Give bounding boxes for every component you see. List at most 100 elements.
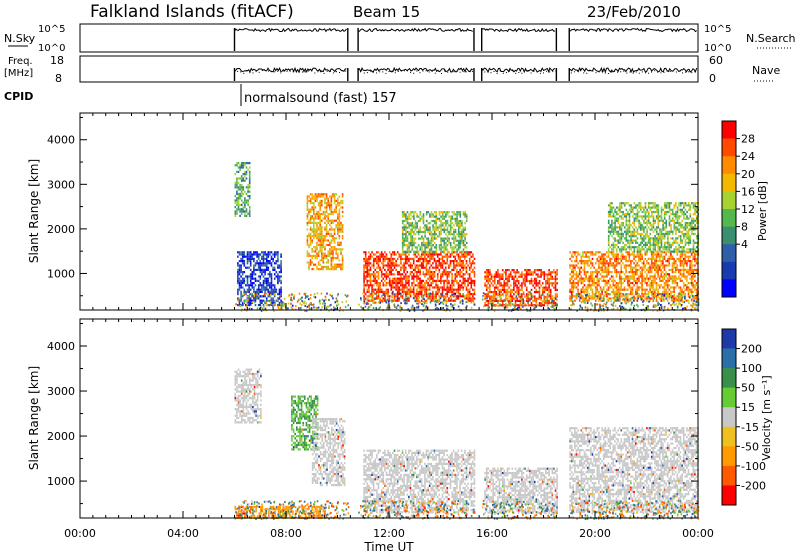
echo-cell	[574, 295, 576, 298]
echo-cell	[641, 284, 643, 287]
echo-cell	[267, 262, 270, 265]
nave-dot	[302, 71, 303, 73]
echo-cell	[387, 273, 389, 276]
echo-cell	[241, 273, 244, 276]
echo-cell	[601, 271, 603, 274]
echo-cell	[251, 255, 254, 258]
echo-cell	[511, 277, 514, 280]
echo-cell	[610, 279, 613, 282]
echo-cell	[247, 199, 249, 202]
echo-cell	[588, 299, 591, 302]
echo-cell	[400, 275, 402, 278]
echo-cell	[401, 288, 404, 291]
echo-cell	[240, 257, 242, 260]
echo-cell	[655, 208, 658, 211]
echo-cell	[495, 291, 498, 294]
echo-cell	[660, 235, 663, 238]
echo-cell	[377, 273, 380, 276]
echo-cell	[406, 255, 409, 258]
echo-cell	[663, 202, 666, 205]
echo-cell	[254, 293, 257, 296]
echo-cell	[630, 224, 632, 227]
echo-cell	[630, 237, 632, 240]
echo-cell	[392, 277, 394, 280]
echo-cell	[245, 166, 248, 169]
nave-dot	[336, 71, 337, 73]
echo-cell	[631, 241, 634, 244]
echo-cell	[340, 230, 342, 233]
echo-cell	[392, 286, 394, 289]
echo-cell	[234, 199, 237, 202]
echo-cell	[272, 253, 274, 256]
echo-cell	[657, 288, 659, 291]
echo-cell	[240, 177, 243, 180]
echo-cell	[668, 297, 671, 300]
echo-cell	[420, 293, 423, 296]
echo-cell	[652, 230, 655, 233]
echo-cell	[313, 208, 315, 211]
echo-cell	[663, 204, 666, 207]
echo-cell	[435, 226, 438, 229]
echo-cell	[635, 206, 637, 209]
echo-cell	[459, 239, 462, 242]
nave-dot	[484, 71, 486, 73]
echo-cell	[337, 204, 339, 207]
echo-cell	[594, 288, 597, 291]
echo-cell	[618, 293, 621, 296]
echo-cell	[422, 244, 425, 247]
echo-cell	[237, 279, 239, 282]
echo-cell	[441, 279, 444, 282]
echo-cell	[462, 239, 465, 242]
echo-cell	[275, 288, 278, 291]
echo-cell	[430, 293, 433, 296]
echo-cell	[651, 206, 653, 209]
echo-cell	[253, 253, 255, 256]
echo-cell	[248, 255, 250, 258]
echo-cell	[264, 286, 266, 289]
echo-cell	[408, 297, 410, 300]
echo-cell	[325, 261, 328, 264]
echo-cell	[400, 262, 402, 265]
echo-cell	[363, 290, 365, 293]
echo-cell	[665, 273, 667, 276]
echo-cell	[238, 264, 241, 267]
echo-cell	[261, 273, 263, 276]
echo-cell	[614, 246, 616, 249]
echo-cell	[604, 290, 607, 293]
echo-cell	[243, 282, 246, 285]
echo-cell	[492, 291, 494, 294]
echo-cell	[321, 195, 323, 198]
echo-cell	[387, 257, 389, 260]
echo-cell	[628, 208, 631, 211]
echo-cell	[505, 284, 507, 287]
echo-cell	[626, 264, 629, 267]
echo-cell	[432, 277, 434, 280]
echo-cell	[583, 284, 586, 287]
echo-cell	[598, 279, 600, 282]
echo-cell	[639, 282, 642, 285]
nave-dot	[258, 71, 260, 73]
echo-cell	[422, 217, 425, 220]
nave-dot	[298, 71, 300, 73]
echo-cell	[448, 215, 450, 218]
echo-cell	[249, 293, 252, 296]
echo-cell	[422, 273, 425, 276]
echo-cell	[327, 261, 329, 264]
echo-cell	[409, 264, 412, 267]
echo-cell	[433, 219, 436, 223]
echo-cell	[408, 241, 410, 245]
echo-cell	[583, 273, 586, 276]
echo-cell	[251, 273, 254, 276]
echo-cell	[248, 257, 250, 260]
echo-cell	[322, 210, 325, 213]
echo-cell	[679, 271, 682, 274]
echo-cell	[337, 224, 339, 227]
echo-cell	[238, 273, 241, 276]
echo-cell	[449, 295, 452, 298]
echo-cell	[668, 293, 671, 296]
echo-cell	[427, 284, 429, 287]
echo-cell	[432, 250, 434, 253]
echo-cell	[398, 299, 401, 302]
echo-cell	[382, 290, 385, 293]
nave-dot	[570, 72, 572, 74]
